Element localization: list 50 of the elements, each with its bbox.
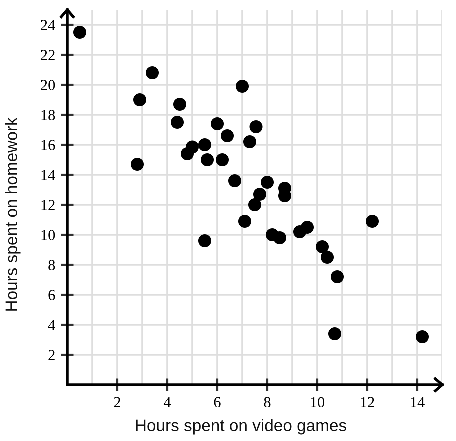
- y-tick-label: 20: [41, 80, 56, 90]
- point: [130, 158, 144, 172]
- point: [366, 214, 380, 228]
- point: [210, 117, 224, 131]
- y-tick-label: 6: [48, 290, 56, 300]
- point: [273, 231, 287, 245]
- point: [320, 250, 334, 264]
- point: [250, 120, 263, 134]
- point: [186, 140, 200, 154]
- y-tick-label: 16: [42, 140, 56, 150]
- point: [300, 220, 314, 234]
- x-tick-label: 12: [361, 397, 374, 408]
- y-tick-label: 8: [48, 260, 56, 270]
- point: [216, 153, 230, 167]
- x-tick-label: 10: [311, 397, 325, 408]
- y-tick-label: 2: [48, 350, 55, 360]
- point: [146, 66, 160, 80]
- point: [416, 330, 430, 344]
- point: [243, 135, 257, 149]
- point: [236, 80, 250, 94]
- y-tick-label: 12: [42, 200, 55, 210]
- point: [248, 198, 262, 212]
- x-tick-label: 14: [411, 397, 425, 408]
- point: [198, 234, 212, 248]
- x-tick-label: 6: [214, 397, 221, 408]
- point: [133, 93, 147, 107]
- point: [220, 129, 234, 143]
- y-tick-label: 24: [41, 20, 56, 30]
- point: [253, 188, 267, 202]
- point: [200, 153, 214, 167]
- point: [260, 176, 274, 190]
- y-tick-label: 4: [48, 320, 56, 330]
- x-tick-label: 8: [264, 397, 271, 408]
- y-tick-label: 22: [41, 50, 55, 60]
- x-tick-label: 2: [114, 397, 120, 408]
- point: [316, 240, 330, 254]
- point: [328, 327, 342, 341]
- y-axis-title: Hours spent on homework: [5, 118, 21, 311]
- point: [170, 116, 184, 130]
- point: [228, 174, 242, 188]
- x-axis-title: Hours spent on video games: [136, 419, 346, 435]
- point: [73, 26, 87, 40]
- y-tick-label: 14: [42, 170, 56, 180]
- y-tick-label: 18: [42, 110, 56, 120]
- point: [330, 270, 344, 284]
- point: [238, 214, 252, 228]
- y-tick-label: 10: [42, 230, 56, 240]
- point: [173, 98, 187, 112]
- x-tick-label: 4: [164, 397, 172, 408]
- point: [198, 138, 212, 152]
